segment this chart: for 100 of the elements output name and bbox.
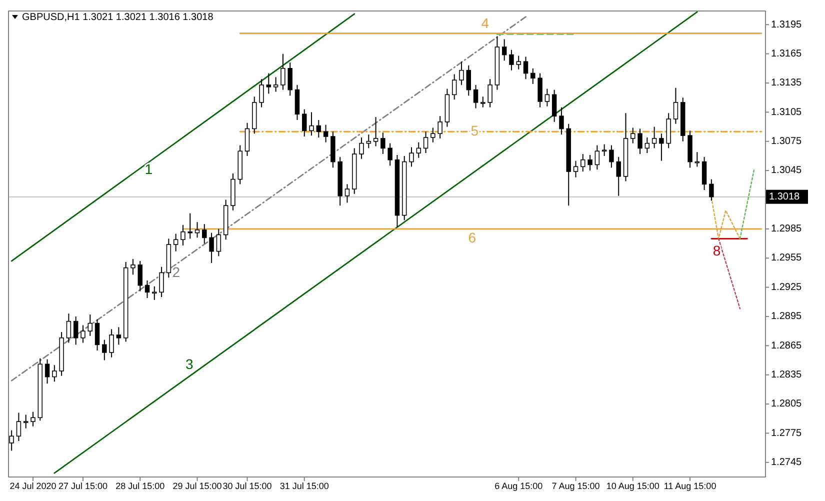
candlestick — [573, 160, 578, 178]
annotation: 1 — [144, 160, 153, 177]
candlestick — [373, 116, 378, 147]
candlestick — [580, 154, 586, 172]
candlestick — [509, 49, 514, 71]
candlestick — [538, 72, 542, 108]
candlestick — [209, 232, 214, 264]
candlestick — [144, 280, 150, 298]
annotation: 6 — [468, 230, 476, 246]
candlestick — [502, 38, 507, 62]
annotation: 3 — [185, 356, 194, 372]
chart-title: GBPUSD,H1 1.3021 1.3021 1.3016 1.3018 — [22, 12, 214, 23]
candlestick — [344, 184, 350, 204]
candlestick — [266, 72, 272, 94]
y-tick-label: 1.2745 — [771, 457, 802, 468]
candlestick — [659, 133, 664, 162]
candlestick — [194, 222, 200, 238]
candlestick — [380, 132, 386, 155]
y-tick-label: 1.2805 — [771, 398, 802, 410]
candlestick — [288, 62, 292, 96]
y-tick-label: 1.2775 — [771, 428, 802, 439]
candlestick — [388, 142, 392, 166]
candlestick — [188, 212, 192, 240]
candlestick — [530, 68, 536, 84]
candlestick — [673, 87, 678, 124]
annotation: 4 — [481, 15, 490, 32]
x-tick-label: 30 Jul 15:00 — [222, 481, 272, 491]
y-tick-label: 1.3165 — [771, 48, 802, 60]
candlestick — [88, 314, 92, 336]
candlestick — [259, 78, 264, 108]
candlestick — [244, 122, 250, 156]
candlestick — [280, 53, 286, 90]
candlestick — [466, 64, 471, 96]
candlestick — [544, 88, 550, 107]
candlestick — [159, 266, 164, 298]
candlestick — [30, 411, 36, 427]
candlestick — [523, 56, 528, 80]
candlestick — [109, 328, 114, 358]
candlestick — [602, 144, 607, 156]
candlestick — [80, 324, 86, 344]
candlestick — [594, 144, 600, 170]
candlestick — [488, 78, 492, 108]
candlestick — [116, 326, 122, 346]
candlestick — [709, 178, 714, 202]
candlestick — [409, 146, 414, 168]
candlestick — [452, 74, 457, 100]
candlestick — [588, 154, 592, 172]
x-tick-label: 11 Aug 15:00 — [664, 481, 716, 491]
candlestick — [152, 286, 157, 300]
candlestick — [552, 89, 557, 122]
y-tick-label: 1.2865 — [771, 340, 802, 352]
candlestick — [302, 108, 307, 137]
candlestick — [359, 136, 364, 160]
candlestick — [44, 358, 50, 384]
candlestick — [616, 156, 621, 196]
x-tick-label: 7 Aug 15:00 — [552, 481, 600, 491]
y-tick-label: 1.3195 — [771, 19, 802, 30]
candlestick — [480, 96, 486, 108]
candlestick — [73, 316, 78, 346]
candlestick — [94, 318, 100, 352]
y-tick-label: 1.3135 — [771, 78, 802, 89]
x-tick-label: 29 Jul 15:00 — [172, 481, 222, 491]
candlestick — [216, 228, 222, 257]
x-tick-label: 27 Jul 15:00 — [58, 481, 108, 491]
annotation: 8 — [712, 242, 721, 258]
candlestick — [202, 224, 207, 244]
candlestick — [130, 258, 136, 276]
x-tick-label: 31 Jul 15:00 — [280, 481, 329, 491]
candlestick — [459, 61, 464, 86]
candlestick — [423, 131, 428, 154]
candlestick — [316, 119, 322, 138]
y-tick-label: 1.3045 — [771, 165, 802, 176]
y-tick-label: 1.2925 — [771, 282, 802, 293]
candlestick — [366, 134, 372, 149]
candlestick — [66, 313, 72, 344]
candlestick — [652, 126, 657, 149]
candlestick — [102, 339, 107, 361]
candlestick — [644, 136, 650, 154]
annotation: 2 — [172, 264, 180, 280]
candlestick — [323, 124, 328, 143]
x-tick-label: 10 Aug 15:00 — [606, 481, 660, 491]
y-tick-label: 1.3075 — [771, 136, 802, 148]
candlestick — [52, 364, 57, 382]
y-tick-label: 1.3105 — [771, 106, 802, 118]
y-tick-label: 1.2835 — [771, 369, 802, 380]
ref-line-label: 1.3018 — [769, 191, 800, 202]
x-tick-label: 6 Aug 15:00 — [494, 481, 543, 491]
candlestick — [173, 233, 178, 252]
candlestick — [702, 156, 707, 191]
candlestick — [638, 128, 642, 155]
x-tick-label: 28 Jul 15:00 — [116, 481, 165, 491]
y-tick-label: 1.2985 — [771, 224, 802, 235]
x-tick-label: 24 Jul 2020 — [10, 481, 56, 491]
candlestick — [16, 412, 22, 442]
candlestick — [430, 127, 436, 143]
candlestick — [309, 112, 314, 136]
candlestick — [138, 260, 142, 292]
candlestick — [273, 76, 278, 92]
y-tick-label: 1.2955 — [771, 252, 802, 264]
y-tick-label: 1.2895 — [771, 311, 802, 322]
